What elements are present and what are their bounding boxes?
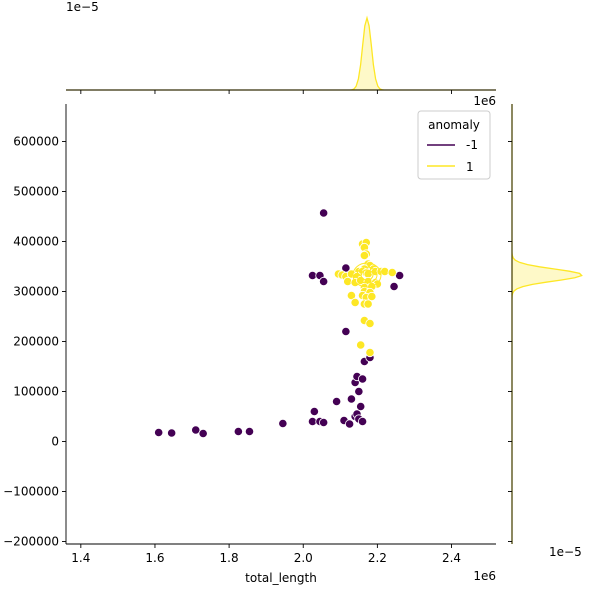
data-point-anomaly-neg1 xyxy=(332,396,342,407)
x-axis-ticks: 1.4 1.6 1.8 2.0 2.2 2.4 xyxy=(71,90,461,565)
data-point-anomaly-neg1 xyxy=(356,401,366,412)
top-marginal-plot: 1e−5 xyxy=(66,0,496,91)
y-tick-label: −100000 xyxy=(3,485,59,499)
y-tick-label: 600000 xyxy=(13,135,59,149)
x-tick-label: 1.4 xyxy=(71,551,90,565)
x-axis-label: total_length xyxy=(245,571,317,585)
data-point-anomaly-neg1 xyxy=(319,276,329,287)
legend-title: anomaly xyxy=(428,118,480,132)
top-marginal-kde-curve xyxy=(66,15,496,91)
data-point-anomaly-neg1 xyxy=(346,394,357,404)
legend: anomaly -1 1 xyxy=(417,110,491,180)
right-marginal-plot: 1e−5 xyxy=(511,104,583,559)
x-tick-label: 2.0 xyxy=(294,551,313,565)
x-tick-label: 2.2 xyxy=(368,551,387,565)
scatter-points xyxy=(154,208,405,439)
data-point-anomaly-neg1 xyxy=(357,374,368,384)
data-point-anomaly-neg1 xyxy=(344,419,355,429)
data-point-anomaly-neg1 xyxy=(154,427,164,438)
y-tick-label: 100000 xyxy=(13,385,59,399)
x-tick-label: 2.4 xyxy=(442,551,461,565)
data-point-anomaly-1 xyxy=(365,347,375,358)
data-point-anomaly-neg1 xyxy=(309,406,319,417)
x-tick-label: 1.6 xyxy=(145,551,164,565)
data-point-anomaly-1 xyxy=(350,297,360,308)
main-scatter-plot: 1.4 1.6 1.8 2.0 2.2 2.4 −200000 −100000 0 100000… xyxy=(3,90,512,585)
legend-label-anomaly-neg1: -1 xyxy=(466,138,478,152)
data-point-anomaly-neg1 xyxy=(233,426,243,437)
data-point-anomaly-neg1 xyxy=(354,386,364,397)
data-point-anomaly-neg1 xyxy=(198,428,208,439)
data-point-anomaly-1 xyxy=(356,340,366,350)
data-point-anomaly-1 xyxy=(363,299,373,309)
data-point-anomaly-neg1 xyxy=(244,426,255,437)
data-point-anomaly-neg1 xyxy=(278,418,288,429)
y-tick-label: −200000 xyxy=(3,535,59,549)
data-point-anomaly-neg1 xyxy=(191,425,201,435)
data-point-anomaly-neg1 xyxy=(341,326,351,337)
y-tick-label: 400000 xyxy=(13,235,59,249)
data-point-anomaly-neg1 xyxy=(357,416,368,427)
top-marginal-offset-label: 1e−5 xyxy=(66,0,99,14)
x-tick-label: 1.8 xyxy=(220,551,239,565)
data-point-anomaly-1 xyxy=(346,290,357,301)
y-tick-label: 300000 xyxy=(13,285,59,299)
y-tick-label: 500000 xyxy=(13,185,59,199)
y-tick-label: 200000 xyxy=(13,335,59,349)
x-axis-offset-label: 1e6 xyxy=(473,569,496,583)
kde-contour-ring xyxy=(360,269,374,281)
y-tick-label: 0 xyxy=(51,435,59,449)
data-point-anomaly-1 xyxy=(359,250,370,261)
data-point-anomaly-1 xyxy=(367,291,377,302)
kde-contours xyxy=(352,262,382,288)
y-axis-offset-label: 1e6 xyxy=(473,94,496,108)
kde-contour-ring xyxy=(352,262,382,288)
data-point-anomaly-neg1 xyxy=(389,281,399,292)
kde-contour-ring xyxy=(356,266,378,284)
legend-label-anomaly-1: 1 xyxy=(466,160,474,174)
data-point-anomaly-1 xyxy=(387,267,397,278)
data-point-anomaly-1 xyxy=(365,318,375,329)
data-point-anomaly-neg1 xyxy=(319,208,329,218)
right-marginal-kde-curve xyxy=(511,104,583,544)
data-point-anomaly-neg1 xyxy=(167,428,177,438)
y-axis-ticks: −200000 −100000 0 100000 200000 300000 400000 5… xyxy=(3,135,512,549)
right-marginal-offset-label: 1e−5 xyxy=(549,545,582,559)
data-point-anomaly-neg1 xyxy=(319,417,329,428)
